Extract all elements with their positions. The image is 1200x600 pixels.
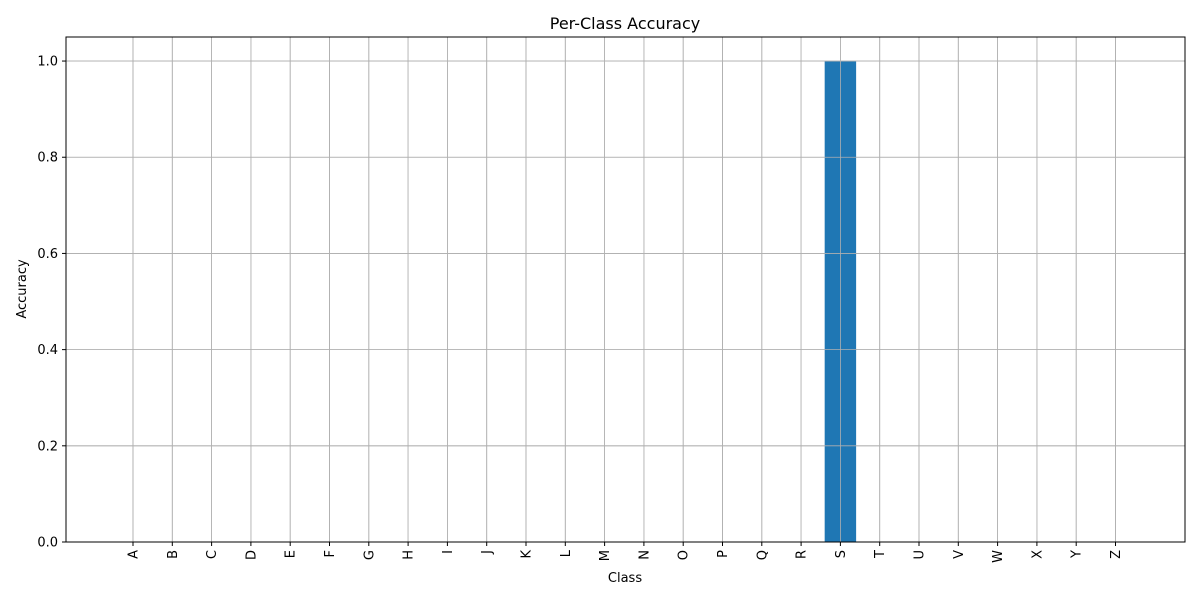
x-tick-label-g: G	[362, 550, 377, 560]
x-tick-label-q: Q	[755, 550, 770, 560]
x-tick-label-w: W	[991, 550, 1006, 563]
y-tick-label: 0.2	[37, 439, 58, 454]
x-tick-label-l: L	[559, 549, 574, 557]
x-tick-label-k: K	[520, 550, 535, 559]
x-tick-label-r: R	[795, 550, 810, 559]
x-tick-label-u: U	[913, 550, 928, 560]
x-tick-label-c: C	[205, 550, 220, 559]
x-tick-label-d: D	[244, 550, 259, 560]
x-axis-label: Class	[608, 571, 642, 586]
y-tick-label: 0.4	[37, 343, 58, 358]
x-tick-label-j: J	[480, 550, 495, 555]
bars	[66, 37, 1185, 543]
y-tick-label: 0.6	[37, 247, 58, 262]
y-tick-label: 0.8	[37, 151, 58, 166]
x-tick-label-m: M	[598, 550, 613, 561]
y-axis-ticks: 0.0 0.2 0.4 0.6 0.8 1.0	[37, 55, 66, 551]
x-tick-label-b: B	[166, 550, 181, 559]
x-tick-label-h: H	[402, 550, 417, 560]
x-tick-label-n: N	[637, 550, 652, 560]
x-tick-label-e: E	[284, 550, 299, 558]
x-tick-label-x: X	[1030, 550, 1045, 559]
plot-frame	[65, 36, 1186, 543]
y-axis-label: Accuracy	[15, 259, 30, 319]
x-tick-label-a: A	[127, 550, 142, 559]
x-tick-label-s: S	[834, 550, 849, 558]
x-tick-label-o: O	[677, 550, 692, 560]
x-tick-label-i: I	[441, 550, 456, 554]
x-tick-label-y: Y	[1070, 550, 1085, 559]
y-tick-label: 0.0	[37, 536, 58, 551]
x-tick-label-v: V	[952, 550, 967, 559]
x-tick-label-f: F	[323, 550, 338, 557]
x-axis-ticks: A B C D E F G H I J K L M N O P Q R S T U V W X Y Z	[127, 542, 1124, 563]
y-tick-label: 1.0	[37, 55, 58, 70]
x-tick-label-t: T	[873, 550, 888, 559]
x-tick-label-z: Z	[1109, 550, 1124, 559]
chart-title: Per-Class Accuracy	[550, 14, 700, 33]
x-tick-label-p: P	[716, 550, 731, 558]
